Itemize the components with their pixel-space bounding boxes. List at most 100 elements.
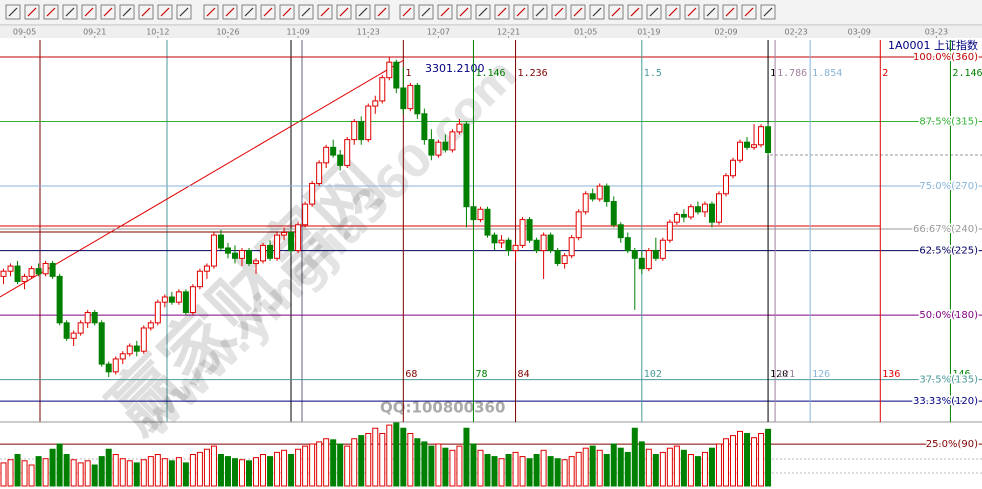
candle-body	[365, 105, 372, 141]
tool-icon	[298, 4, 314, 20]
volume-bar	[161, 458, 168, 487]
candle-body	[659, 239, 666, 259]
x-tick-label: 03-09	[848, 28, 871, 37]
volume-bar	[589, 445, 596, 487]
candle-body	[196, 270, 203, 288]
tool-icon	[203, 4, 219, 20]
candle-body	[603, 185, 610, 203]
candle-body	[330, 146, 337, 156]
candle-body	[154, 301, 161, 324]
level-label: 25.0%(90)	[926, 439, 978, 450]
volume-bar	[49, 448, 56, 487]
candle-body	[498, 239, 505, 244]
volume-bar	[715, 443, 722, 487]
tool-icon	[589, 4, 605, 20]
symbol-name: 上证指数	[934, 38, 978, 52]
volume-bar	[365, 433, 372, 487]
candle-body	[231, 252, 238, 259]
volume-bar	[203, 448, 210, 487]
volume-bar	[56, 443, 63, 487]
volume-bar	[21, 460, 28, 487]
tool-glyph	[244, 7, 254, 17]
volume-bar	[484, 454, 491, 487]
tool-glyph	[282, 7, 292, 17]
tool-icon	[703, 4, 719, 20]
date-strip	[0, 26, 982, 38]
volume-bar	[407, 433, 414, 487]
candle-body	[98, 322, 105, 365]
tool-glyph	[8, 7, 18, 17]
volume-bar	[449, 449, 456, 487]
volume-bar	[0, 462, 7, 487]
candle-body	[119, 353, 126, 360]
tool-icon	[532, 4, 548, 20]
drawing-tools	[0, 40, 982, 474]
candle-body	[42, 262, 49, 275]
x-tick-label: 01-05	[574, 28, 597, 37]
candle-body	[687, 206, 694, 218]
candle-body	[449, 131, 456, 151]
volume-bar	[435, 443, 442, 487]
volume-bar	[386, 424, 393, 487]
volume-bar	[316, 441, 323, 487]
candle-body	[126, 345, 133, 355]
candle-body	[435, 141, 442, 156]
volume-bar	[302, 445, 309, 487]
tool-icon	[684, 4, 700, 20]
level-label: 33.33%(120)	[913, 396, 978, 407]
candle-body	[14, 265, 21, 283]
tool-icon	[760, 4, 776, 20]
level-label: 87.5%(315)	[919, 117, 978, 128]
tool-icon	[157, 4, 173, 20]
candle-body	[589, 193, 596, 200]
candle-body	[400, 87, 407, 110]
volume-bar	[421, 441, 428, 487]
candle-body	[323, 146, 330, 164]
high-label: 3301.2100	[425, 62, 485, 75]
tool-glyph	[179, 7, 189, 17]
volume-bar	[295, 448, 302, 487]
x-tick-label: 11-23	[357, 28, 380, 37]
volume-bar	[189, 454, 196, 487]
time-ratio-label: 1	[770, 68, 776, 79]
time-ratio-label: 1.5	[644, 68, 662, 79]
tool-glyph	[225, 7, 235, 17]
candle-body	[715, 193, 722, 223]
candle-body	[638, 257, 645, 270]
candle-body	[182, 291, 189, 313]
candle-body	[337, 154, 344, 166]
time-ratio-label: 1	[405, 68, 411, 79]
candle-body	[758, 126, 765, 146]
level-label: 50.0%(180)	[919, 310, 978, 321]
volume-bar	[575, 451, 582, 487]
candle-body	[477, 208, 484, 221]
candle-body	[470, 206, 477, 221]
candle-body	[203, 265, 210, 272]
x-tick-label: 01-19	[637, 28, 660, 37]
tool-glyph	[160, 7, 170, 17]
candle-body	[694, 206, 701, 213]
trend-line	[0, 59, 405, 298]
volume-bar	[224, 456, 231, 487]
tool-icon	[119, 4, 135, 20]
candle-body	[35, 268, 42, 275]
tool-glyph	[668, 7, 678, 17]
candle-body	[666, 221, 673, 241]
watermark: QQ:100800360	[380, 399, 505, 417]
tool-icon	[475, 4, 491, 20]
candle-body	[526, 219, 533, 241]
tool-icon	[5, 4, 21, 20]
candle-body	[77, 322, 84, 334]
tool-icon	[646, 4, 662, 20]
x-tick-label: 03-23	[925, 28, 948, 37]
volume-bar	[309, 443, 316, 487]
volume-bar	[175, 457, 182, 487]
tool-glyph	[402, 7, 412, 17]
volume-bar	[260, 454, 267, 487]
candle-body	[288, 232, 295, 252]
time-ratio-label: 2.146	[952, 68, 982, 79]
volume-bar	[119, 458, 126, 487]
candle-body	[372, 100, 379, 107]
candle-body	[0, 270, 7, 277]
volume-bar	[701, 451, 708, 487]
